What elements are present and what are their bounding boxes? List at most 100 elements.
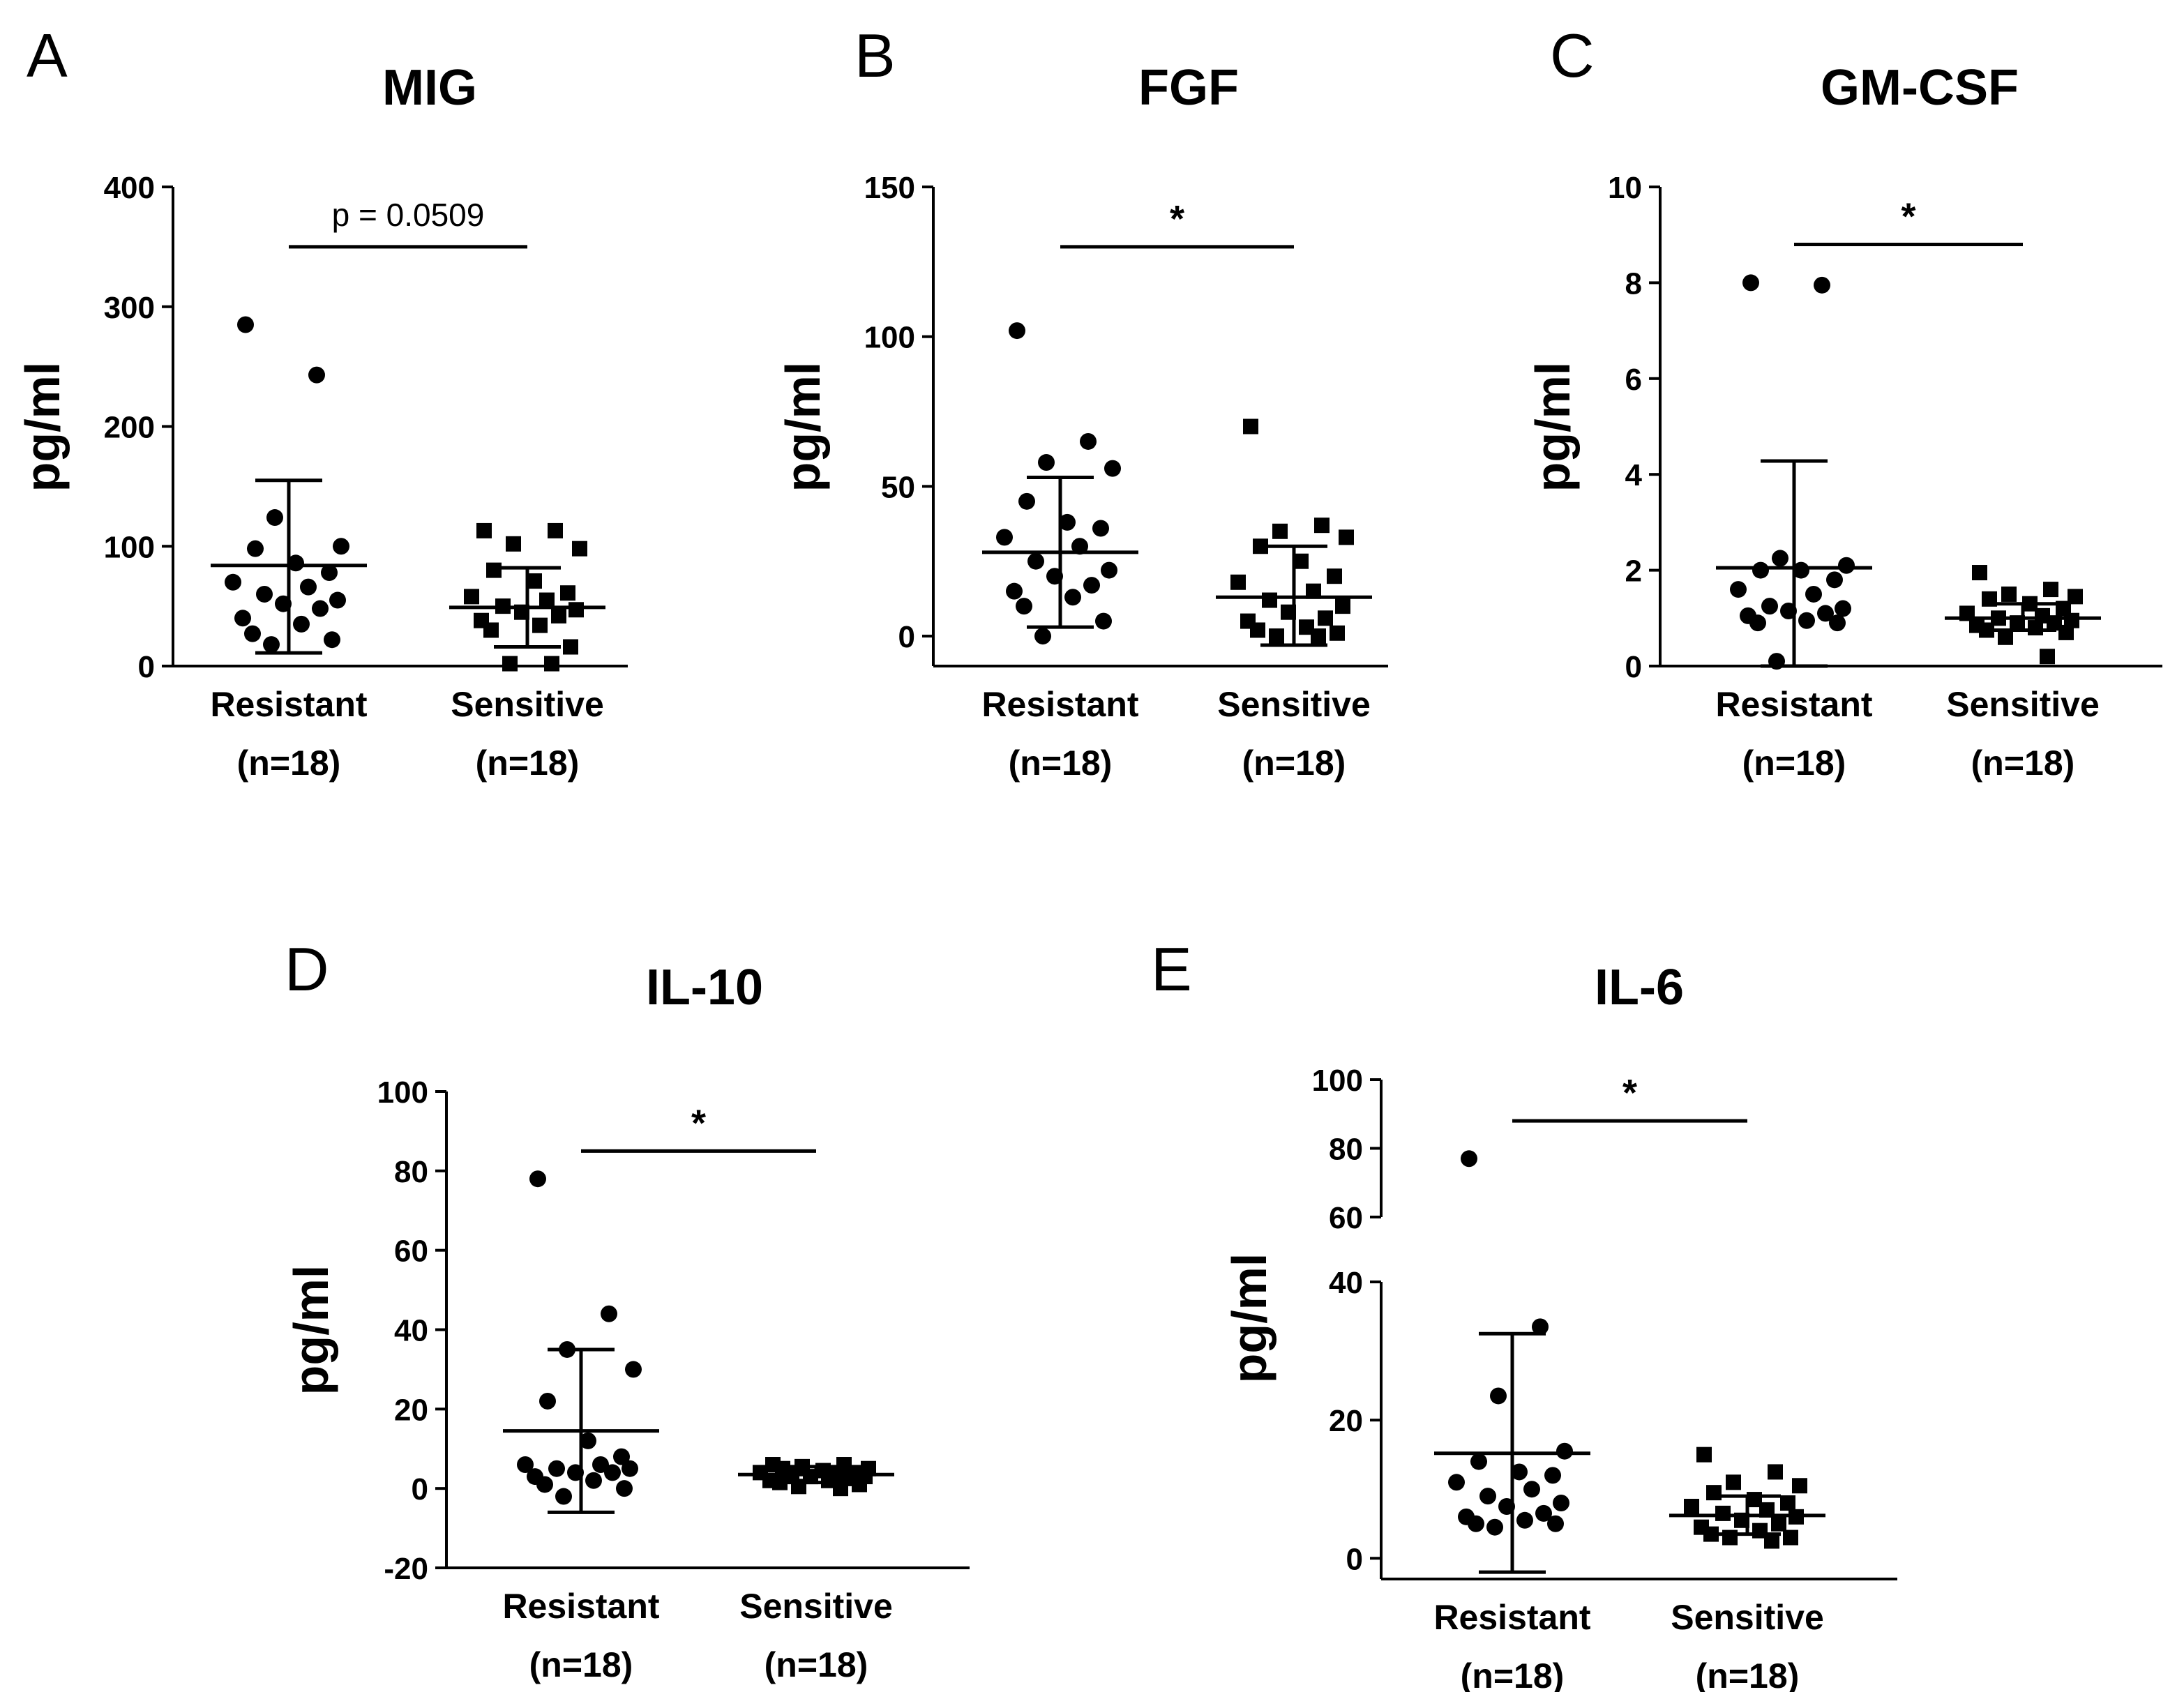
y-tick-label: 40 bbox=[1329, 1266, 1363, 1300]
x-category-label: Resistant bbox=[210, 685, 367, 724]
data-point bbox=[1764, 1533, 1779, 1549]
data-point bbox=[604, 1464, 621, 1481]
series-sensitive bbox=[1669, 1446, 1825, 1549]
data-point bbox=[2040, 649, 2055, 665]
y-axis-label: pg/ml bbox=[1222, 1253, 1276, 1384]
data-point bbox=[2001, 586, 2017, 602]
data-point bbox=[324, 631, 340, 649]
data-point bbox=[1243, 418, 1258, 435]
data-point bbox=[592, 1456, 609, 1474]
panel-letter: A bbox=[27, 21, 68, 90]
data-point bbox=[244, 625, 261, 642]
data-point bbox=[1838, 557, 1855, 574]
x-category-label: Sensitive bbox=[1217, 685, 1371, 724]
series-sensitive bbox=[738, 1457, 894, 1497]
data-point bbox=[1532, 1318, 1549, 1336]
data-point bbox=[1018, 492, 1035, 510]
data-point bbox=[1547, 1515, 1564, 1532]
data-point bbox=[1826, 571, 1843, 589]
y-tick-label: 10 bbox=[1608, 171, 1642, 205]
data-point bbox=[1703, 1526, 1719, 1542]
data-point bbox=[580, 1432, 596, 1449]
data-point bbox=[266, 509, 283, 527]
y-tick-label: 40 bbox=[394, 1314, 428, 1348]
data-point bbox=[1230, 574, 1246, 590]
data-point bbox=[601, 1305, 617, 1322]
x-n-label: (n=18) bbox=[1009, 743, 1113, 783]
data-point bbox=[293, 615, 310, 633]
x-n-label: (n=18) bbox=[1461, 1656, 1565, 1692]
x-n-label: (n=18) bbox=[476, 743, 580, 783]
data-point bbox=[1250, 622, 1265, 638]
series-sensitive bbox=[1945, 565, 2101, 665]
data-point bbox=[506, 536, 521, 552]
data-point bbox=[1335, 598, 1350, 614]
data-point bbox=[1772, 550, 1788, 567]
y-tick-label: 20 bbox=[394, 1393, 428, 1427]
data-point bbox=[1059, 513, 1076, 531]
data-point bbox=[1792, 1478, 1807, 1494]
data-point bbox=[1490, 1387, 1507, 1405]
data-point bbox=[1299, 619, 1314, 635]
data-point bbox=[1104, 460, 1121, 477]
data-point bbox=[852, 1476, 867, 1493]
x-category-label: Resistant bbox=[502, 1587, 659, 1626]
data-point bbox=[1486, 1518, 1503, 1536]
data-point bbox=[333, 538, 349, 555]
y-tick-label: 20 bbox=[1329, 1404, 1363, 1438]
y-tick-label: 100 bbox=[104, 530, 155, 564]
data-point bbox=[622, 1460, 638, 1477]
data-point bbox=[1009, 322, 1025, 340]
data-point bbox=[321, 564, 338, 582]
y-tick-label: 80 bbox=[394, 1155, 428, 1189]
data-point bbox=[256, 585, 273, 603]
x-n-label: (n=18) bbox=[1742, 743, 1846, 783]
data-point bbox=[234, 610, 251, 627]
y-tick-label: 0 bbox=[898, 620, 915, 654]
x-category-label: Resistant bbox=[1715, 685, 1872, 724]
data-point bbox=[502, 656, 518, 672]
data-point bbox=[1092, 520, 1109, 537]
y-tick-label: 200 bbox=[104, 411, 155, 445]
data-point bbox=[1448, 1474, 1465, 1491]
data-point bbox=[1972, 565, 1987, 581]
data-point bbox=[464, 589, 479, 605]
x-n-label: (n=18) bbox=[237, 743, 341, 783]
data-point bbox=[2028, 620, 2043, 636]
x-n-label: (n=18) bbox=[529, 1645, 633, 1684]
data-point bbox=[1318, 610, 1333, 626]
data-point bbox=[821, 1472, 836, 1488]
data-point bbox=[1556, 1442, 1573, 1460]
significance-label: * bbox=[1170, 198, 1184, 240]
significance-label: * bbox=[1901, 195, 1915, 237]
x-category-label: Sensitive bbox=[1671, 1598, 1824, 1637]
data-point bbox=[1715, 1505, 1731, 1521]
data-point bbox=[1761, 598, 1778, 615]
data-point bbox=[1262, 592, 1277, 608]
significance-label: * bbox=[691, 1102, 706, 1144]
y-tick-label: 50 bbox=[881, 470, 915, 504]
data-point bbox=[544, 656, 559, 672]
data-point bbox=[527, 573, 542, 589]
data-point bbox=[2043, 582, 2058, 598]
x-n-label: (n=18) bbox=[765, 1645, 868, 1684]
data-point bbox=[1835, 600, 1851, 617]
data-point bbox=[568, 602, 584, 618]
data-point bbox=[563, 639, 578, 655]
data-point bbox=[1306, 583, 1321, 599]
data-point bbox=[1095, 612, 1112, 630]
data-point bbox=[555, 1488, 572, 1505]
data-point bbox=[1722, 1529, 1738, 1546]
data-point bbox=[1793, 561, 1809, 579]
x-category-label: Sensitive bbox=[1946, 685, 2100, 724]
y-tick-label: 100 bbox=[864, 321, 915, 355]
data-point bbox=[1016, 598, 1032, 615]
data-point bbox=[1314, 518, 1330, 534]
data-point bbox=[1535, 1504, 1552, 1522]
y-axis-label: pg/ml bbox=[15, 362, 70, 492]
panel-d: -20 0 20 40 60 80 100 D IL-10 pg/ml Resistant (n=18… bbox=[284, 935, 970, 1684]
panel-a: 0 100 200 300 400 A MIG pg/ml Resistant (n=18) Sen… bbox=[15, 21, 628, 783]
significance-label: p = 0.0509 bbox=[332, 197, 485, 233]
data-point bbox=[1817, 605, 1834, 622]
